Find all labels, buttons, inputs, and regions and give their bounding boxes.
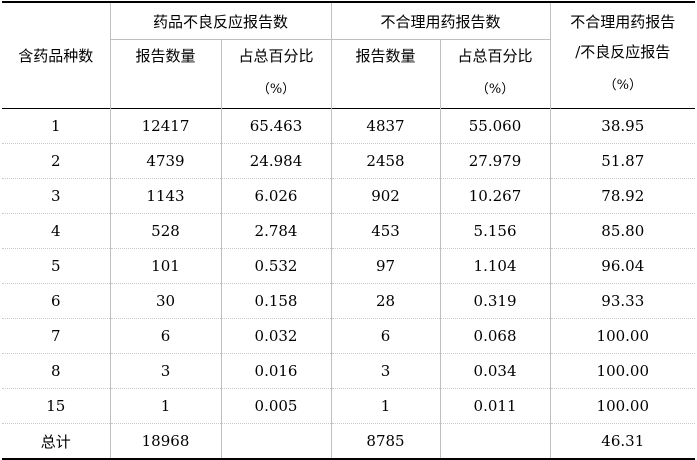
table-row: 5 101 0.532 97 1.104 96.04 (2, 248, 696, 284)
header-adr-pct-label: 占总百分比 (238, 47, 314, 65)
header-irr-pct-label: 占总百分比 (457, 47, 533, 65)
cell-ratio: 51.87 (549, 143, 696, 179)
cell-irr-count: 902 (330, 178, 441, 214)
cell-kinds: 4 (2, 213, 110, 249)
header-adr-count-label: 报告数量 (135, 47, 196, 65)
cell-adr-pct: 0.158 (220, 283, 332, 319)
cell-adr-pct: 0.005 (220, 388, 332, 424)
cell-adr-pct: 24.984 (220, 143, 332, 179)
cell-adr-pct: 2.784 (220, 213, 332, 249)
cell-total-adr-pct (220, 423, 332, 460)
cell-total-adr-count: 18968 (109, 423, 221, 460)
cell-adr-count: 101 (109, 248, 221, 284)
table-row: 7 6 0.032 6 0.068 100.00 (2, 318, 696, 354)
header-row-2: 报告数量 占总百分比 （%） 报告数量 占总百分比 （%） (2, 39, 695, 109)
cell-adr-count: 1 (109, 388, 221, 424)
cell-irr-pct: 0.068 (439, 318, 551, 354)
cell-ratio: 93.33 (549, 283, 696, 319)
header-adr-pct-unit: （%） (256, 82, 296, 97)
cell-total-irr-count: 8785 (330, 423, 441, 460)
total-row: 总计 18968 8785 46.31 (2, 423, 696, 460)
cell-ratio: 100.00 (549, 388, 696, 424)
header-irr-count-label: 报告数量 (355, 47, 416, 65)
cell-adr-count: 4739 (109, 143, 221, 179)
cell-irr-pct: 0.034 (439, 353, 551, 389)
cell-irr-count: 3 (330, 353, 441, 389)
table-row: 6 30 0.158 28 0.319 93.33 (2, 283, 696, 319)
cell-irr-count: 6 (330, 318, 441, 354)
cell-total-label: 总计 (2, 423, 110, 460)
header-ratio-line2: /不良反应报告 (575, 42, 671, 61)
header-irr-pct: 占总百分比 （%） (439, 39, 551, 109)
cell-irr-count: 4837 (330, 108, 441, 144)
cell-kinds: 15 (2, 388, 110, 424)
header-adr-pct: 占总百分比 （%） (220, 39, 332, 109)
cell-adr-count: 30 (109, 283, 221, 319)
cell-kinds: 8 (2, 353, 110, 389)
header-ratio: 不合理用药报告 /不良反应报告 （%） (549, 1, 696, 109)
header-adr-group: 药品不良反应报告数 (109, 1, 332, 40)
table-row: 2 4739 24.984 2458 27.979 51.87 (2, 143, 696, 179)
cell-irr-pct: 5.156 (439, 213, 551, 249)
cell-kinds: 7 (2, 318, 110, 354)
header-ratio-unit: （%） (603, 77, 642, 93)
header-row-1: 含药品种数 药品不良反应报告数 不合理用药报告数 不合理用药报告 /不良反应报告… (2, 1, 696, 109)
cell-irr-count: 453 (330, 213, 441, 249)
cell-total-irr-pct (439, 423, 551, 460)
cell-ratio: 85.80 (549, 213, 696, 249)
cell-ratio: 38.95 (549, 108, 696, 144)
table-row: 1 12417 65.463 4837 55.060 38.95 (2, 108, 696, 144)
table-row: 4 528 2.784 453 5.156 85.80 (2, 213, 696, 249)
cell-adr-pct: 65.463 (220, 108, 332, 144)
header-irr-pct-unit: （%） (475, 82, 515, 97)
cell-adr-pct: 0.016 (220, 353, 332, 389)
cell-kinds: 1 (2, 108, 110, 144)
header-irr-count: 报告数量 (330, 39, 441, 109)
cell-adr-count: 528 (109, 213, 221, 249)
cell-ratio: 78.92 (549, 178, 696, 214)
cell-kinds: 5 (2, 248, 110, 284)
cell-adr-count: 3 (109, 353, 221, 389)
cell-irr-count: 97 (330, 248, 441, 284)
cell-irr-pct: 0.011 (439, 388, 551, 424)
cell-irr-pct: 1.104 (439, 248, 551, 284)
cell-ratio: 96.04 (549, 248, 696, 284)
cell-irr-count: 28 (330, 283, 441, 319)
header-adr-count: 报告数量 (109, 39, 221, 109)
cell-adr-pct: 0.032 (220, 318, 332, 354)
cell-kinds: 2 (2, 143, 110, 179)
table-row: 15 1 0.005 1 0.011 100.00 (2, 388, 696, 424)
header-ratio-line1: 不合理用药报告 (570, 12, 676, 31)
header-irr-group: 不合理用药报告数 (330, 1, 551, 40)
cell-irr-pct: 27.979 (439, 143, 551, 179)
cell-kinds: 3 (2, 178, 110, 214)
cell-ratio: 100.00 (549, 318, 696, 354)
cell-irr-count: 2458 (330, 143, 441, 179)
cell-irr-count: 1 (330, 388, 441, 424)
cell-irr-pct: 0.319 (439, 283, 551, 319)
cell-adr-pct: 0.532 (220, 248, 332, 284)
cell-adr-count: 6 (109, 318, 221, 354)
header-kinds: 含药品种数 (2, 1, 110, 109)
cell-irr-pct: 55.060 (439, 108, 551, 144)
cell-kinds: 6 (2, 283, 110, 319)
cell-adr-pct: 6.026 (220, 178, 332, 214)
cell-adr-count: 1143 (109, 178, 221, 214)
cell-total-ratio: 46.31 (549, 423, 696, 460)
table-row: 8 3 0.016 3 0.034 100.00 (2, 353, 696, 389)
cell-ratio: 100.00 (549, 353, 696, 389)
cell-adr-count: 12417 (109, 108, 221, 144)
cell-irr-pct: 10.267 (439, 178, 551, 214)
table-row: 3 1143 6.026 902 10.267 78.92 (2, 178, 696, 214)
